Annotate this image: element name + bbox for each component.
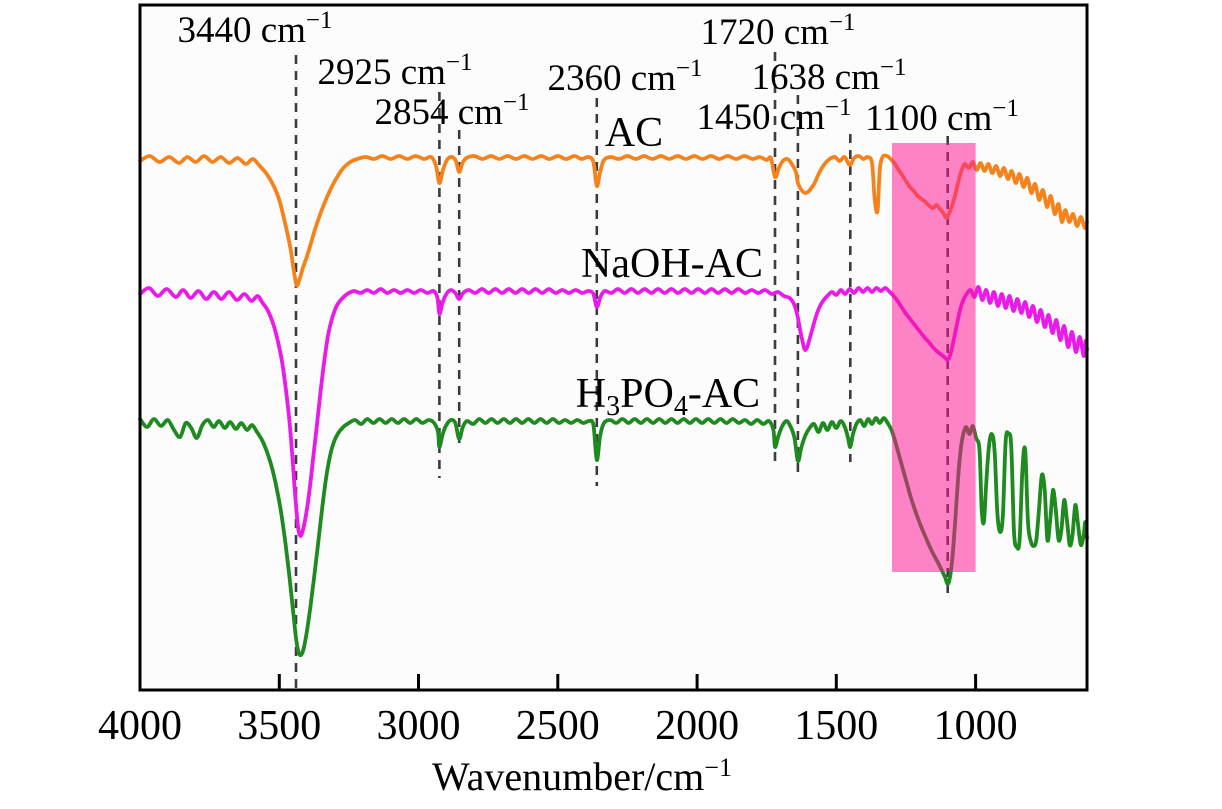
annotation-2854: 2854 cm−1 — [374, 89, 529, 133]
x-tick-label-1500: 1500 — [794, 703, 878, 749]
highlight-band — [892, 143, 976, 572]
annotation-1100: 1100 cm−1 — [865, 95, 1019, 139]
annotation-2925: 2925 cm−1 — [317, 49, 472, 93]
annotation-1638: 1638 cm−1 — [751, 54, 906, 98]
x-tick-label-4000: 4000 — [98, 703, 182, 749]
highlight-band-layer — [892, 143, 976, 572]
annotation-1450: 1450 cm−1 — [696, 94, 851, 138]
annotation-2360: 2360 cm−1 — [547, 55, 702, 99]
annotation-3440: 3440 cm−1 — [177, 7, 332, 51]
curve-ac — [138, 153, 1089, 288]
x-tick-label-1000: 1000 — [934, 703, 1018, 749]
x-tick-label-3500: 3500 — [237, 703, 321, 749]
annotation-1720: 1720 cm−1 — [700, 9, 855, 53]
x-tick-label-2500: 2500 — [516, 703, 600, 749]
series-label-ac: AC — [605, 110, 663, 156]
x-tick-label-3000: 3000 — [377, 703, 461, 749]
x-axis-label: Wavenumber/cm−1 — [432, 753, 732, 799]
plot-border — [138, 3, 1089, 692]
x-axis-ticks: 4000 3500 3000 2500 2000 1500 1000 — [98, 674, 1018, 749]
curve-h3po4-ac — [138, 416, 1089, 658]
x-tick-label-2000: 2000 — [655, 703, 739, 749]
series-label-h3po4-ac: H3PO4-AC — [576, 371, 760, 422]
series-label-naoh-ac: NaOH-AC — [581, 241, 763, 287]
